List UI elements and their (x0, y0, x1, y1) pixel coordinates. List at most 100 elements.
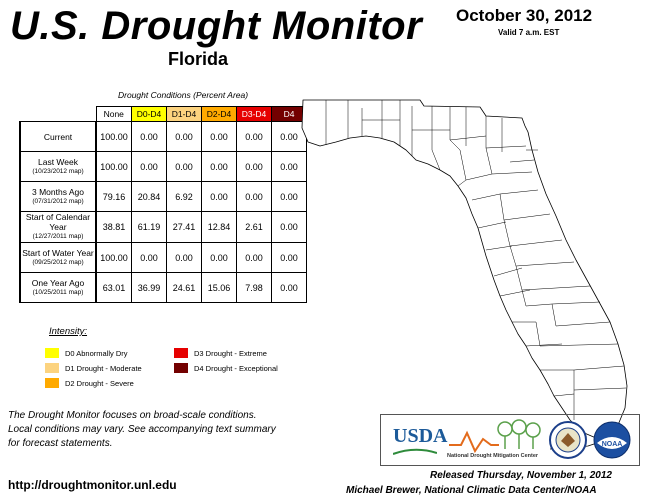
table-cell: 0.00 (201, 121, 237, 152)
noaa-logo-text: NOAA (602, 441, 623, 448)
table-cell: 100.00 (95, 242, 132, 273)
row-label-date: (09/25/2012 map) (32, 258, 84, 266)
col-header: D3-D4 (236, 106, 272, 122)
row-label-text: One Year Ago (31, 277, 85, 288)
row-label: Current (19, 121, 97, 152)
florida-county-map (301, 99, 628, 450)
col-header: None (95, 106, 132, 122)
table-cell: 2.61 (236, 211, 272, 243)
partner-logos: USDA National Drought Mitigation Center … (380, 414, 640, 466)
table-cell: 24.61 (166, 272, 202, 303)
table-header-row: None D0-D4 D1-D4 D2-D4 D3-D4 D4 (20, 106, 307, 122)
table-row: 3 Months Ago (07/31/2012 map) 79.16 20.84 6.… (19, 181, 307, 212)
row-label: 3 Months Ago (07/31/2012 map) (19, 181, 97, 212)
table-cell: 6.92 (166, 181, 202, 212)
row-label-text: 3 Months Ago (32, 186, 84, 197)
legend-swatch (174, 363, 188, 373)
table-cell: 0.00 (166, 121, 202, 152)
florida-outline (301, 99, 628, 439)
table-cell: 0.00 (201, 242, 237, 273)
table-cell: 0.00 (236, 242, 272, 273)
department-of-commerce-seal-icon (549, 421, 587, 459)
note-line: for forecast statements. (8, 438, 113, 449)
table-cell: 100.00 (95, 151, 132, 182)
table-cell: 0.00 (131, 151, 167, 182)
row-label-date: (07/31/2012 map) (32, 197, 84, 205)
col-header: D4 (271, 106, 307, 122)
table-cell: 36.99 (131, 272, 167, 303)
table-cell: 61.19 (131, 211, 167, 243)
legend-label: D1 Drought - Moderate (65, 363, 142, 373)
table-row: Last Week (10/23/2012 map) 100.00 0.00 0.00 0… (19, 151, 307, 182)
table-cell: 0.00 (131, 121, 167, 152)
ndmc-logo-text: National Drought Mitigation Center (447, 453, 539, 459)
table-cell: 79.16 (95, 181, 132, 212)
row-label-text: Current (43, 131, 73, 142)
table-cell: 0.00 (236, 151, 272, 182)
table-cell: 0.00 (236, 181, 272, 212)
table-row: Start of Calendar Year (12/27/2011 map) 38… (19, 211, 307, 243)
legend-label: D2 Drought - Severe (65, 378, 134, 388)
table-cell: 0.00 (131, 242, 167, 273)
legend-item-d0: D0 Abnormally Dry (45, 348, 128, 358)
legend-label: D0 Abnormally Dry (65, 348, 128, 358)
map-title: U.S. Drought Monitor (10, 4, 423, 48)
table-corner (20, 107, 96, 122)
county-lines (325, 100, 627, 420)
author-credit: Michael Brewer, National Climatic Data C… (346, 485, 597, 496)
noaa-logo-icon: NOAA (593, 421, 631, 459)
drought-monitor-url[interactable]: http://droughtmonitor.unl.edu (8, 478, 177, 492)
table-cell: 0.00 (166, 151, 202, 182)
col-header: D0-D4 (131, 106, 167, 122)
legend-label: D4 Drought - Exceptional (194, 363, 278, 373)
row-label: Start of Calendar Year (12/27/2011 map) (19, 211, 97, 243)
disclaimer-note: The Drought Monitor focuses on broad-sca… (8, 409, 368, 451)
table-cell: 0.00 (201, 151, 237, 182)
table-title: Drought Conditions (Percent Area) (118, 90, 249, 100)
table-cell: 15.06 (201, 272, 237, 303)
legend-swatch (174, 348, 188, 358)
row-label: Start of Water Year (09/25/2012 map) (19, 242, 97, 273)
drought-conditions-table: None D0-D4 D1-D4 D2-D4 D3-D4 D4 Current 1… (19, 106, 307, 303)
row-label-date: (10/23/2012 map) (32, 167, 84, 175)
table-row: One Year Ago (10/25/2011 map) 63.01 36.99 24… (19, 272, 307, 303)
table-cell: 0.00 (271, 151, 307, 182)
legend-title: Intensity: (49, 326, 88, 337)
note-line: The Drought Monitor focuses on broad-sca… (8, 410, 257, 421)
map-date: October 30, 2012 (456, 6, 593, 25)
table-cell: 7.98 (236, 272, 272, 303)
table-cell: 0.00 (271, 272, 307, 303)
row-label: Last Week (10/23/2012 map) (19, 151, 97, 182)
table-cell: 20.84 (131, 181, 167, 212)
row-label: One Year Ago (10/25/2011 map) (19, 272, 97, 303)
table-cell: 0.00 (166, 242, 202, 273)
ndmc-trees-icon (449, 419, 541, 454)
state-name: Florida (168, 49, 229, 69)
legend-item-d3: D3 Drought - Extreme (174, 348, 267, 358)
legend-label: D3 Drought - Extreme (194, 348, 267, 358)
legend-item-d4: D4 Drought - Exceptional (174, 363, 278, 373)
row-label-text: Start of Water Year (22, 247, 94, 258)
table-cell: 0.00 (271, 181, 307, 212)
legend-item-d2: D2 Drought - Severe (45, 378, 134, 388)
col-header: D2-D4 (201, 106, 237, 122)
table-cell: 0.00 (201, 181, 237, 212)
legend-swatch (45, 363, 59, 373)
release-date: Released Thursday, November 1, 2012 (430, 470, 612, 481)
table-cell: 0.00 (236, 121, 272, 152)
table-cell: 63.01 (95, 272, 132, 303)
row-label-date: (12/27/2011 map) (32, 233, 84, 240)
legend-swatch (45, 348, 59, 358)
table-cell: 12.84 (201, 211, 237, 243)
row-label-text: Start of Calendar Year (25, 212, 91, 232)
note-line: Local conditions may vary. See accompany… (8, 424, 276, 435)
table-row: Current 100.00 0.00 0.00 0.00 0.00 0.00 (19, 121, 307, 152)
row-label-text: Last Week (37, 156, 78, 167)
legend-item-d1: D1 Drought - Moderate (45, 363, 142, 373)
table-cell: 38.81 (95, 211, 132, 243)
table-row: Start of Water Year (09/25/2012 map) 100.0… (19, 242, 307, 273)
usda-swoosh-icon (393, 448, 437, 455)
usda-logo: USDA (393, 425, 448, 447)
legend-swatch (45, 378, 59, 388)
table-cell: 100.00 (95, 121, 132, 152)
